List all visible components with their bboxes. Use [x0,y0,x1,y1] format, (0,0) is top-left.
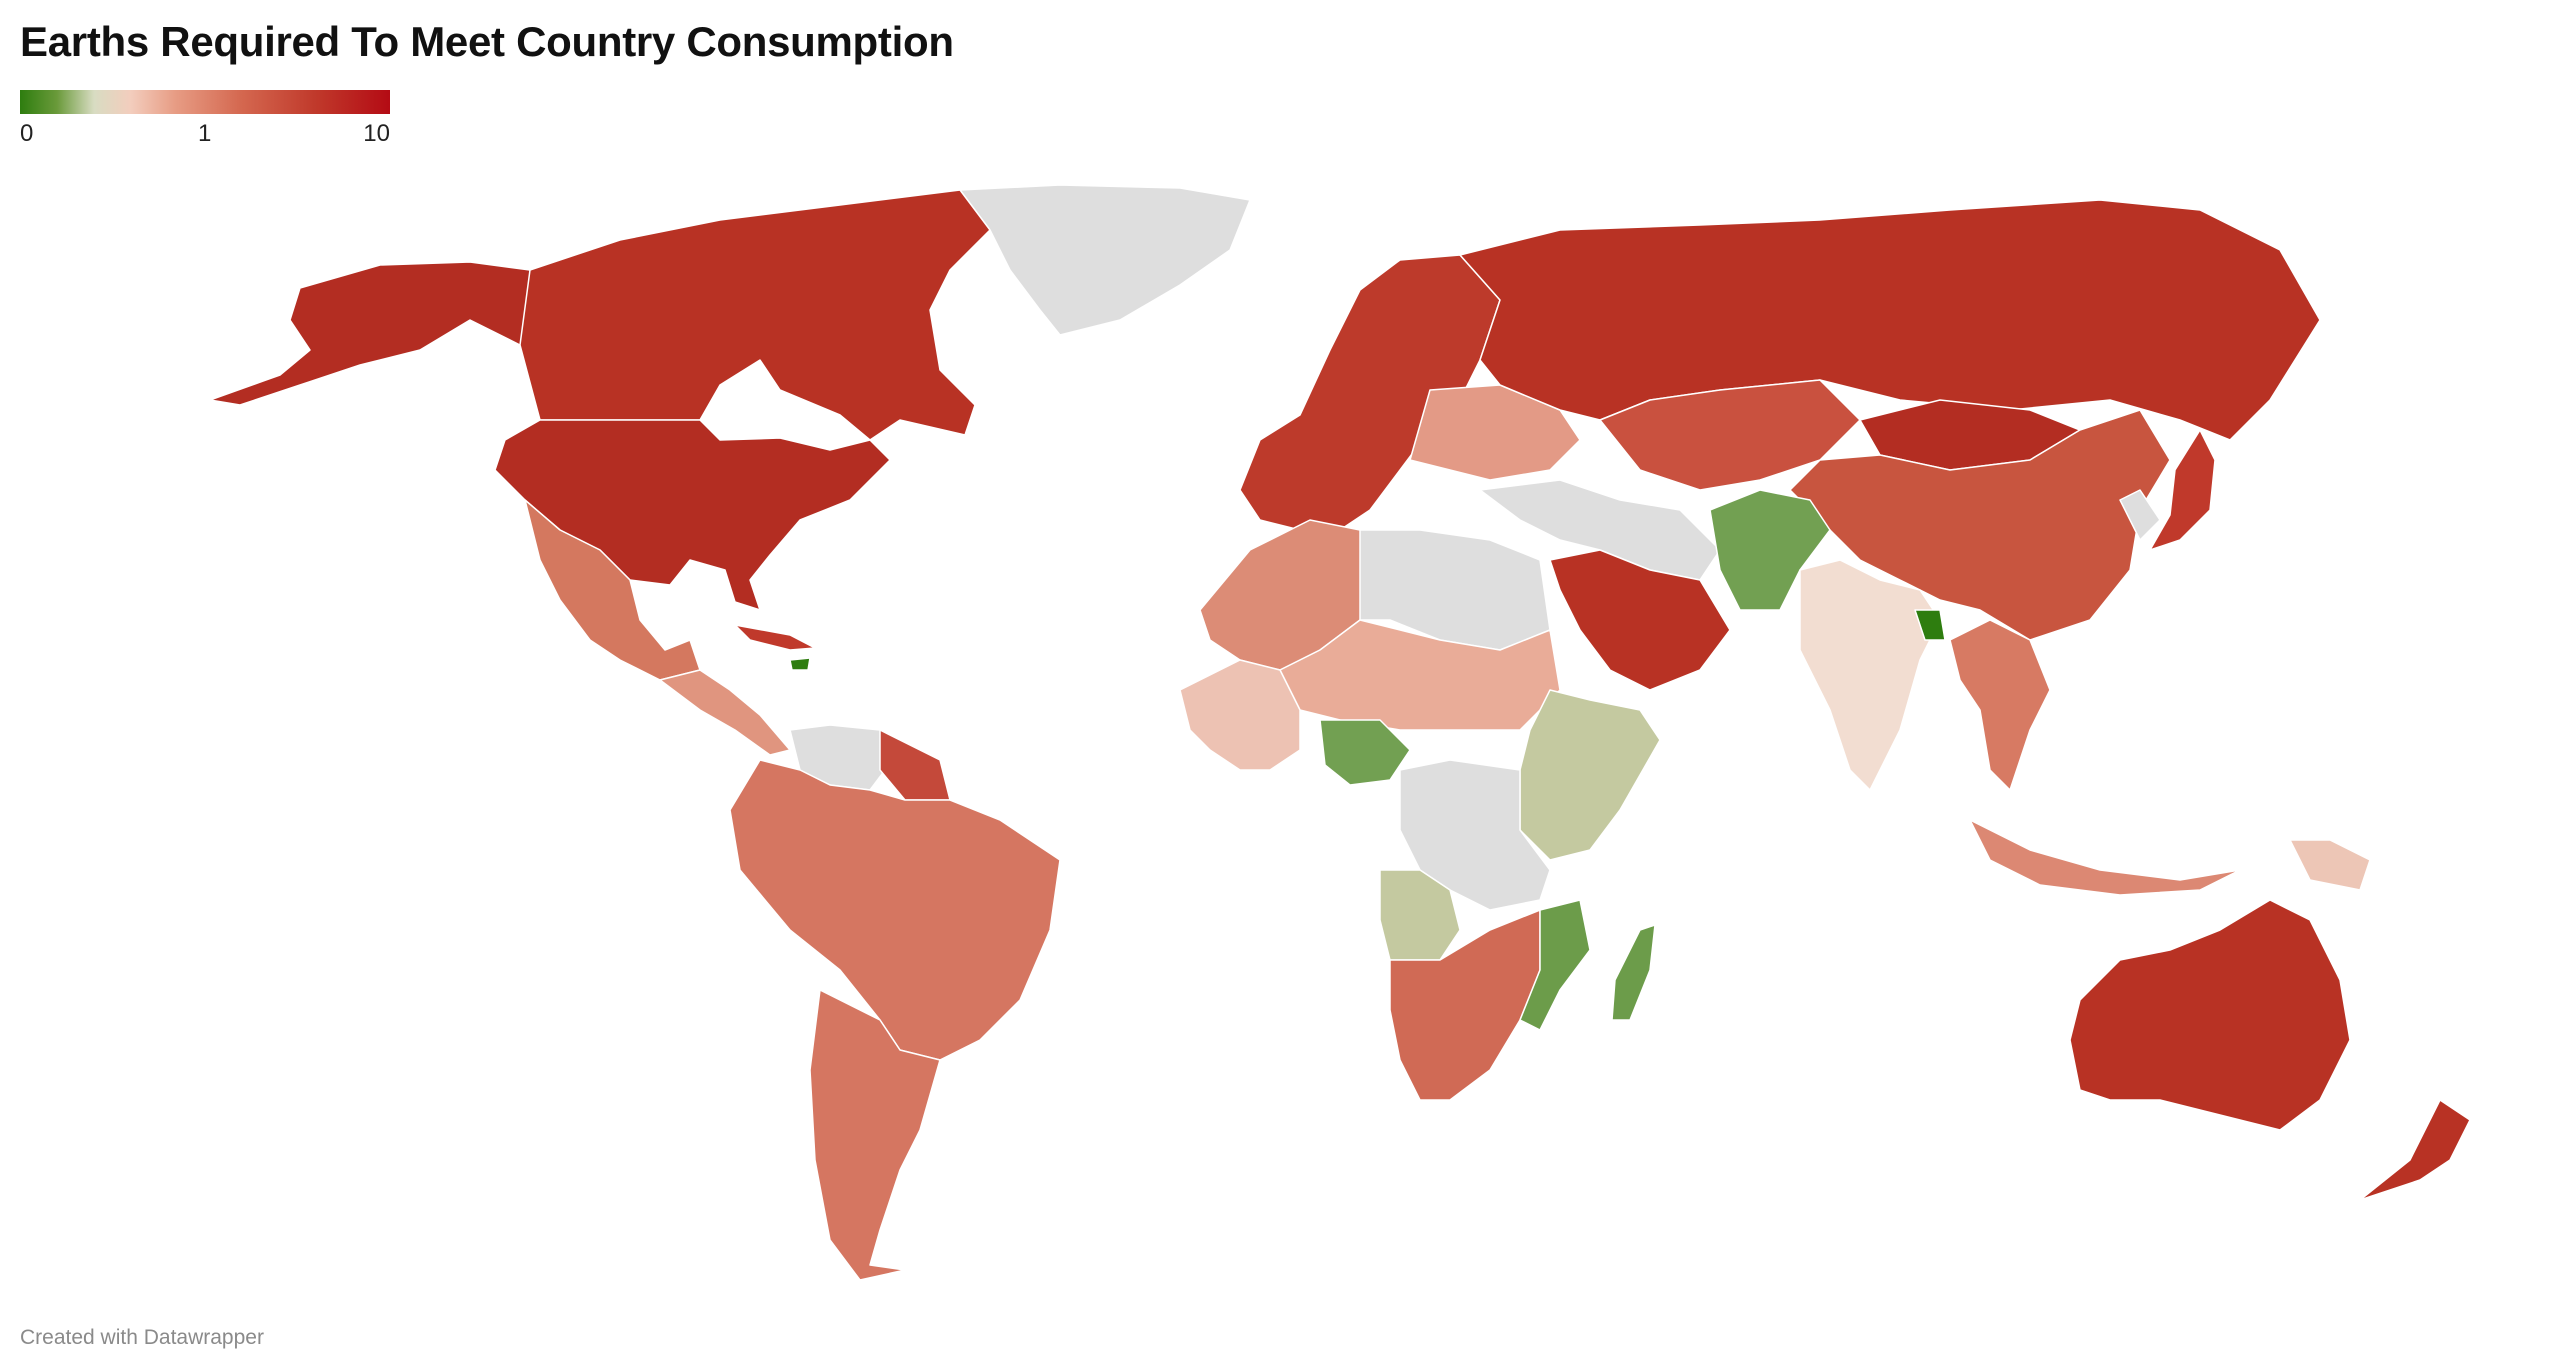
region-india[interactable] [1799,559,1941,791]
region-mozambique[interactable] [1519,899,1591,1031]
region-saudi-arabia[interactable] [1549,549,1731,691]
map-title: Earths Required To Meet Country Consumpt… [20,18,954,65]
region-haiti[interactable] [789,657,811,671]
region-new-zealand[interactable] [2359,1099,2471,1201]
region-west-africa[interactable] [1179,659,1301,771]
region-east-africa[interactable] [1519,689,1661,861]
region-mexico[interactable] [524,499,701,681]
region-alaska[interactable] [209,261,541,406]
region-central-africa[interactable] [1399,759,1551,911]
footer-credit: Created with Datawrapper [20,1326,264,1349]
region-chile-argentina[interactable] [809,989,941,1281]
region-korea[interactable] [2119,489,2161,541]
legend-gradient-bar [20,90,390,114]
legend-tick-max: 10 [363,120,390,147]
color-legend: 0 1 10 [20,90,390,150]
legend-tick-min: 0 [20,120,34,147]
region-greenland[interactable] [959,184,1251,336]
region-madagascar[interactable] [1611,924,1656,1021]
region-png[interactable] [2289,839,2371,891]
region-nigeria[interactable] [1319,719,1411,786]
region-china[interactable] [1789,409,2171,641]
region-australia[interactable] [2069,899,2351,1131]
region-south-america[interactable] [729,759,1061,1061]
legend-tick-mid: 1 [198,120,212,147]
region-central-america[interactable] [659,669,791,756]
region-russia[interactable] [1459,199,2321,441]
region-guianas[interactable] [879,729,951,801]
region-canada[interactable] [519,187,1016,441]
region-southern-africa[interactable] [1389,909,1541,1101]
region-southeast-asia[interactable] [1949,619,2051,791]
region-cuba[interactable] [734,624,816,651]
region-indonesia[interactable] [1969,819,2241,896]
world-map [209,184,2471,1281]
region-angola[interactable] [1379,869,1461,961]
region-japan[interactable] [2149,429,2216,551]
region-bangladesh[interactable] [1914,609,1946,641]
region-kazakhstan[interactable] [1599,379,1861,491]
